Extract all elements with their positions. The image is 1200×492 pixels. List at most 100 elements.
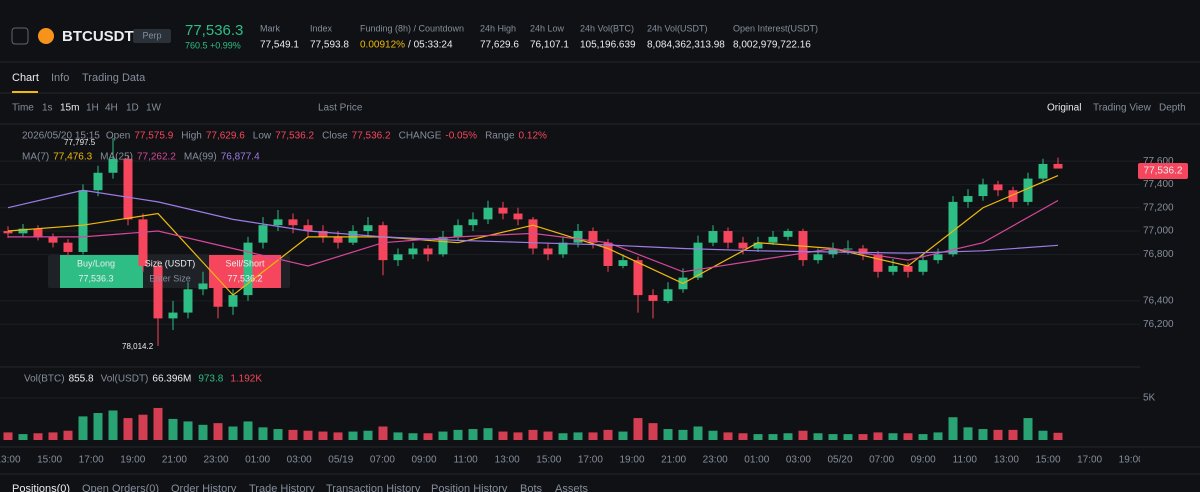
bottom-tab[interactable]: Open Orders(0) — [82, 483, 159, 492]
candle-body — [633, 260, 643, 296]
interval[interactable]: 15m — [60, 103, 79, 114]
candle-body — [993, 184, 1003, 191]
volume-bar — [93, 413, 103, 440]
tab[interactable]: Chart — [12, 72, 39, 84]
vol-label: Vol(BTC) — [24, 374, 65, 385]
stat-label: 24h Vol(USDT) — [647, 23, 708, 33]
interval[interactable]: 1D — [126, 103, 139, 114]
tab[interactable]: Trading Data — [82, 72, 146, 84]
volume-bar — [63, 430, 73, 440]
ma-line — [8, 199, 1059, 273]
interval[interactable]: 1s — [42, 103, 53, 114]
sell-label: Sell/Short — [225, 258, 265, 268]
x-tick-label: 19:00 — [120, 455, 145, 466]
interval[interactable]: 4H — [105, 103, 118, 114]
candle-body — [318, 231, 328, 237]
x-tick-label: 21:00 — [162, 455, 187, 466]
bottom-tab[interactable]: Position History — [431, 483, 508, 492]
bottom-tab[interactable]: Assets — [555, 483, 589, 492]
x-tick-label: 09:00 — [411, 455, 436, 466]
volume-bar — [978, 429, 988, 440]
volume-bar — [828, 434, 838, 440]
view-option[interactable]: Depth — [1159, 103, 1186, 114]
stat-value: 77,629.6 — [480, 40, 519, 51]
volume-bar — [138, 414, 148, 440]
view-option[interactable]: Original — [1047, 103, 1081, 114]
volume-bar — [753, 434, 763, 440]
view-option[interactable]: Trading View — [1093, 103, 1152, 114]
stat-value: 77,549.1 — [260, 40, 299, 51]
bottom-tab[interactable]: Order History — [171, 483, 237, 492]
volume-bar — [363, 430, 373, 440]
ma-line — [7, 174, 1059, 296]
volume-bar — [903, 433, 913, 440]
volume-bar — [273, 429, 283, 440]
x-tick-label: 07:00 — [370, 455, 395, 466]
x-tick-label: 03:00 — [786, 455, 811, 466]
legend-label: Open — [106, 131, 130, 142]
candle-body — [3, 231, 13, 234]
x-tick-label: 19:00 — [619, 455, 644, 466]
candle-body — [48, 236, 58, 243]
candle-body — [723, 231, 733, 243]
buy-label: Buy/Long — [77, 258, 115, 268]
candle-body — [768, 236, 778, 243]
volume-bar — [393, 432, 403, 440]
candle-body — [423, 248, 433, 255]
vol-value: 1.192K — [230, 374, 262, 385]
volume-bar — [843, 434, 853, 440]
volume-bar — [78, 416, 88, 440]
x-tick-label: 15:00 — [1035, 455, 1060, 466]
legend-value: 77,536.2 — [352, 131, 391, 142]
candle-body — [273, 219, 283, 226]
x-tick-label: 15:00 — [37, 455, 62, 466]
legend-value: 0.12% — [519, 131, 547, 142]
bottom-tab[interactable]: Transaction History — [326, 483, 421, 492]
volume-bar — [333, 432, 343, 440]
candle-body — [438, 236, 448, 255]
x-tick-label: 21:00 — [661, 455, 686, 466]
legend-date: 2026/05/20 15:15 — [22, 131, 100, 142]
perp-badge — [133, 29, 171, 43]
legend-label: Range — [485, 131, 515, 142]
candle-body — [1053, 163, 1063, 169]
candle-body — [963, 196, 973, 202]
volume-bar — [663, 429, 673, 440]
ma-label: MA(7) — [22, 152, 49, 163]
ma-line — [7, 189, 1059, 254]
x-tick-label: 13:00 — [994, 455, 1019, 466]
candle-body — [213, 283, 223, 307]
vol-value: 855.8 — [69, 374, 94, 385]
candle-body — [453, 225, 463, 237]
bottom-tab[interactable]: Trade History — [249, 483, 315, 492]
buy-button[interactable] — [60, 255, 143, 288]
interval[interactable]: 1W — [146, 103, 162, 114]
candle-body — [783, 231, 793, 237]
size-input[interactable]: Enter Size — [149, 273, 191, 283]
candle-body — [873, 254, 883, 272]
candle-body — [288, 219, 298, 226]
volume-bar — [18, 434, 28, 440]
bottom-tab[interactable]: Positions(0) — [12, 483, 70, 492]
bottom-tab[interactable]: Bots — [520, 483, 543, 492]
volume-bar — [948, 417, 958, 440]
y-tick-label: 76,800 — [1143, 249, 1174, 260]
volume-bar — [243, 421, 253, 440]
volume-bar — [603, 429, 613, 440]
x-tick-label: 17:00 — [1077, 455, 1102, 466]
favorite-button[interactable] — [11, 27, 29, 45]
interval[interactable]: 1H — [86, 103, 99, 114]
candle-body — [903, 265, 913, 272]
candle-body — [603, 242, 613, 266]
candle-body — [978, 184, 988, 197]
candle-body — [333, 236, 343, 243]
volume-bar — [423, 433, 433, 440]
high-annotation: 77,797.5 — [64, 138, 96, 147]
tab[interactable]: Info — [51, 72, 69, 84]
x-tick-label: 23:00 — [703, 455, 728, 466]
x-tick-label: 13:00 — [0, 455, 21, 466]
x-tick-label: 05/20 — [827, 455, 852, 466]
volume-bar — [933, 432, 943, 440]
price-mode[interactable]: Last Price — [318, 103, 363, 114]
volume-bar — [858, 434, 868, 440]
